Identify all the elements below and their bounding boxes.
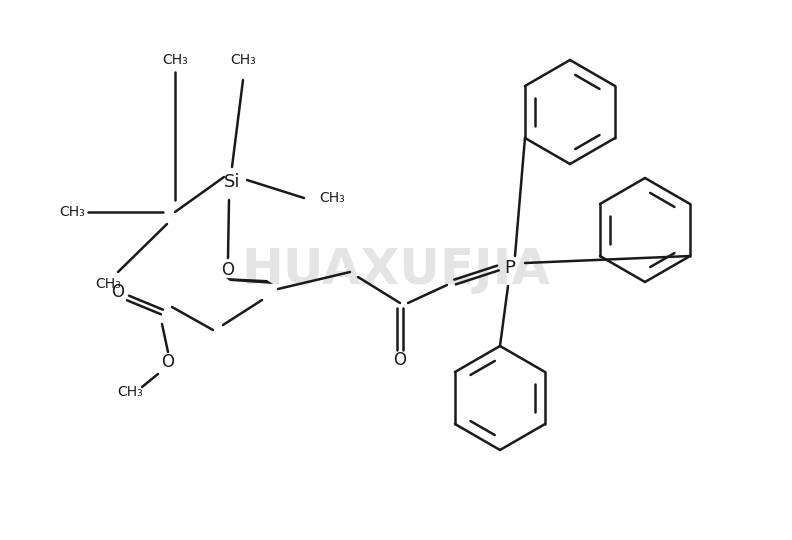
Text: O: O	[394, 351, 406, 369]
Polygon shape	[226, 278, 273, 284]
Text: O: O	[162, 353, 174, 371]
Text: P: P	[505, 259, 516, 277]
Text: CH₃: CH₃	[117, 385, 143, 399]
Text: CH₃: CH₃	[319, 191, 345, 205]
Text: O: O	[222, 261, 234, 279]
Text: HUAXUEJIA: HUAXUEJIA	[242, 246, 550, 294]
Text: CH₃: CH₃	[162, 53, 188, 67]
Text: O: O	[112, 283, 124, 301]
Text: CH₃: CH₃	[59, 205, 85, 219]
Text: Si: Si	[224, 173, 240, 191]
Text: CH₃: CH₃	[230, 53, 256, 67]
Text: CH₃: CH₃	[95, 277, 121, 291]
